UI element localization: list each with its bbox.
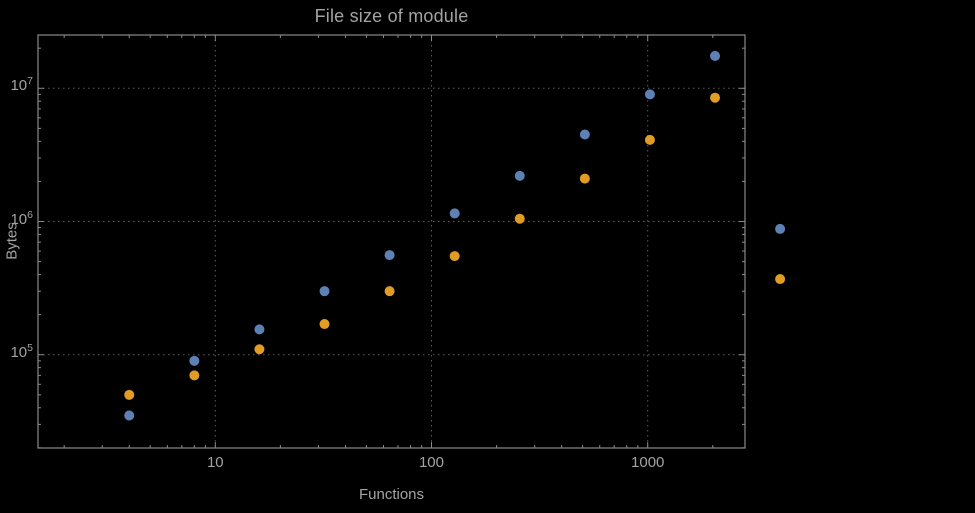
data-point-series-1-blue [189, 355, 200, 366]
data-point-series-1-blue [579, 129, 590, 140]
data-point-series-2-orange [189, 370, 200, 381]
data-point-series-1-blue [449, 208, 460, 219]
y-tick-label: 106 [10, 208, 33, 228]
chart-title: File size of module [314, 6, 469, 26]
x-axis-label: Functions [358, 486, 425, 503]
data-point-series-2-orange [514, 213, 525, 224]
x-tick-label: 100 [418, 454, 444, 471]
data-point-series-2-orange [449, 251, 460, 262]
data-point-series-2-orange [384, 286, 395, 297]
data-point-series-1-blue [384, 250, 395, 261]
data-point-series-1-blue [514, 170, 525, 181]
data-point-series-2-orange [319, 319, 330, 330]
data-point-series-1-blue [775, 223, 786, 234]
x-tick-label: 1000 [631, 454, 665, 471]
x-tick-label: 10 [206, 454, 224, 471]
data-point-series-1-blue [710, 50, 721, 61]
y-tick-label: 105 [10, 341, 33, 361]
data-point-series-2-orange [710, 92, 721, 103]
y-axis-label: Bytes [3, 222, 21, 260]
data-point-series-2-orange [775, 274, 786, 285]
y-tick-label: 107 [10, 75, 33, 95]
data-point-series-2-orange [124, 389, 135, 400]
plot-frame [37, 34, 746, 449]
data-point-series-1-blue [644, 89, 655, 100]
data-point-series-2-orange [579, 173, 590, 184]
data-point-series-1-blue [124, 410, 135, 421]
data-point-series-1-blue [319, 286, 330, 297]
data-point-series-1-blue [254, 324, 265, 335]
data-point-series-2-orange [254, 344, 265, 355]
data-point-series-2-orange [644, 134, 655, 145]
